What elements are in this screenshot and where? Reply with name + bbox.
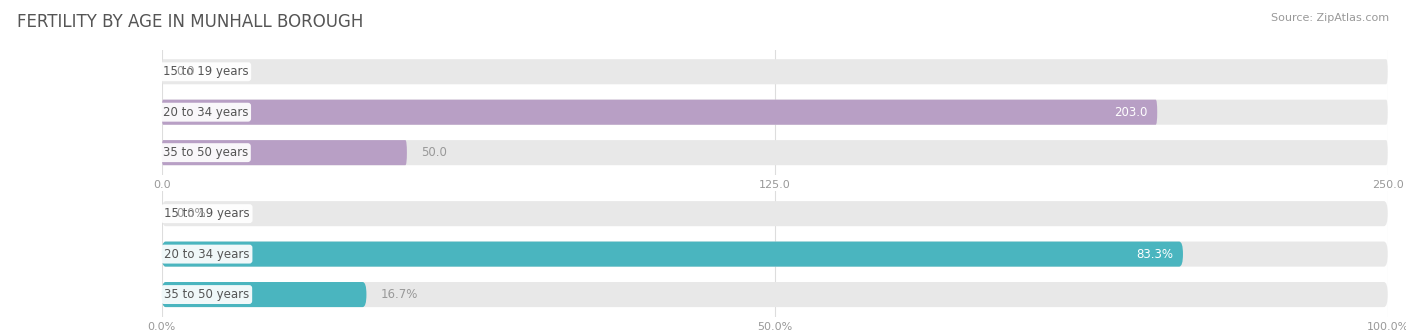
Text: 0.0: 0.0 <box>176 65 195 78</box>
FancyBboxPatch shape <box>162 100 1388 125</box>
FancyBboxPatch shape <box>162 282 367 307</box>
Text: 0.0%: 0.0% <box>176 207 207 220</box>
Text: Source: ZipAtlas.com: Source: ZipAtlas.com <box>1271 13 1389 23</box>
Text: 203.0: 203.0 <box>1114 106 1147 119</box>
Text: 20 to 34 years: 20 to 34 years <box>165 248 249 261</box>
Text: 50.0: 50.0 <box>422 146 447 159</box>
FancyBboxPatch shape <box>162 100 1157 125</box>
Text: 35 to 50 years: 35 to 50 years <box>165 288 249 301</box>
Text: 15 to 19 years: 15 to 19 years <box>165 207 250 220</box>
FancyBboxPatch shape <box>162 242 1388 267</box>
Text: 20 to 34 years: 20 to 34 years <box>163 106 247 119</box>
FancyBboxPatch shape <box>162 282 1388 307</box>
Text: FERTILITY BY AGE IN MUNHALL BOROUGH: FERTILITY BY AGE IN MUNHALL BOROUGH <box>17 13 363 31</box>
FancyBboxPatch shape <box>162 140 406 165</box>
FancyBboxPatch shape <box>162 140 1388 165</box>
Text: 83.3%: 83.3% <box>1136 248 1173 261</box>
Text: 15 to 19 years: 15 to 19 years <box>163 65 249 78</box>
FancyBboxPatch shape <box>162 59 1388 84</box>
FancyBboxPatch shape <box>162 242 1182 267</box>
Text: 35 to 50 years: 35 to 50 years <box>163 146 247 159</box>
FancyBboxPatch shape <box>162 201 1388 226</box>
Text: 16.7%: 16.7% <box>381 288 419 301</box>
